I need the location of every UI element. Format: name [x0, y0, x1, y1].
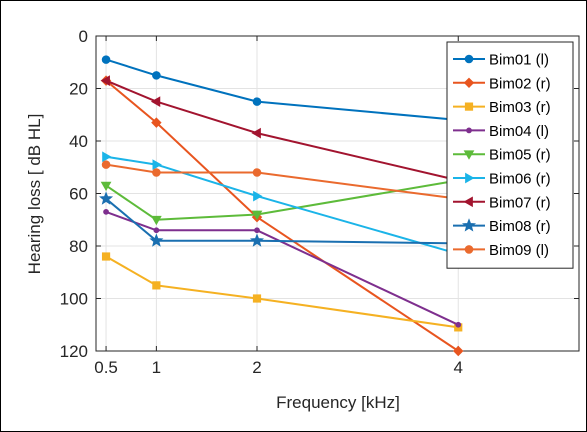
x-tick-label: 4 [454, 358, 463, 377]
legend-label: Bim05 (r) [489, 147, 551, 164]
data-point [153, 227, 160, 234]
legend-entry: Bim05 (r) [453, 147, 551, 164]
data-point [461, 218, 477, 232]
data-point [251, 127, 261, 139]
data-point [463, 196, 473, 208]
x-tick-label: 2 [252, 358, 261, 377]
legend-entry: Bim08 (r) [453, 218, 551, 235]
axes [95, 35, 580, 352]
data-point [254, 227, 260, 234]
series-line [105, 79, 459, 182]
legend-entry: Bim07 (r) [453, 194, 551, 211]
data-point [463, 150, 475, 160]
y-tick-label: 80 [69, 237, 88, 256]
data-point [253, 190, 263, 202]
x-tick-label: 0.5 [94, 358, 118, 377]
legend-entry: Bim01 (l) [453, 52, 549, 69]
x-axis-label: Frequency [kHz] [276, 393, 400, 412]
series-line [105, 255, 459, 329]
legend-entry: Bim04 (l) [453, 123, 549, 140]
data-point [149, 233, 164, 247]
y-tick-label: 40 [69, 132, 88, 151]
data-point [252, 294, 262, 303]
data-point [150, 96, 161, 107]
series-line [105, 79, 459, 352]
data-point [101, 160, 111, 169]
data-point [466, 127, 472, 134]
data-point [249, 233, 265, 247]
data-point [464, 245, 474, 254]
data-point [152, 168, 161, 177]
legend-label: Bim01 (l) [489, 52, 549, 69]
data-point [152, 281, 161, 290]
data-point [152, 71, 161, 80]
y-tick-labels: 0 20 40 60 80 100 120 [60, 27, 88, 361]
legend-label: Bim03 (r) [489, 99, 551, 116]
data-point [101, 55, 111, 64]
y-tick-label: 0 [79, 27, 88, 46]
legend-entry: Bim09 (l) [453, 242, 549, 259]
y-tick-label: 60 [69, 185, 88, 204]
legend-entry: Bim03 (r) [453, 99, 551, 116]
y-tick-label: 20 [69, 80, 88, 99]
data-point [464, 54, 474, 64]
data-point [453, 345, 464, 357]
data-point [102, 151, 112, 163]
legend-entry: Bim02 (r) [453, 75, 551, 92]
legend-label: Bim02 (r) [489, 75, 551, 92]
legend-label: Bim09 (l) [489, 242, 549, 259]
legend-label: Bim06 (r) [489, 171, 551, 188]
data-point [151, 215, 162, 226]
data-point [464, 102, 474, 111]
data-point [251, 210, 263, 221]
x-tick-label: 1 [152, 358, 161, 377]
x-tick-labels: 0.5 1 2 4 [94, 358, 463, 377]
data-point [100, 75, 110, 86]
y-axis-label: Hearing loss [ dB HL] [25, 114, 44, 275]
series-line [105, 198, 459, 245]
data-point [100, 181, 112, 192]
data-point [101, 252, 111, 261]
legend: Bim01 (l) Bim02 (r) Bim03 (r) Bim04 (l) Bim0… [446, 41, 574, 269]
data-point [463, 77, 475, 89]
data-point [151, 117, 162, 128]
data-point [103, 208, 109, 215]
data-point [99, 191, 114, 205]
data-point [465, 172, 475, 184]
series-line [105, 179, 459, 221]
series-line [105, 155, 459, 255]
legend-entry: Bim06 (r) [453, 171, 551, 188]
data-point [252, 97, 262, 106]
y-tick-label: 100 [60, 290, 88, 309]
legend-label: Bim08 (r) [489, 218, 551, 235]
legend-label: Bim04 (l) [489, 123, 549, 140]
series-line [105, 58, 459, 121]
series-line [105, 163, 459, 200]
data-point [455, 321, 462, 328]
legend-label: Bim07 (r) [489, 194, 551, 211]
y-tick-label: 120 [60, 342, 88, 361]
data-point [252, 168, 262, 177]
data-point [152, 159, 162, 170]
